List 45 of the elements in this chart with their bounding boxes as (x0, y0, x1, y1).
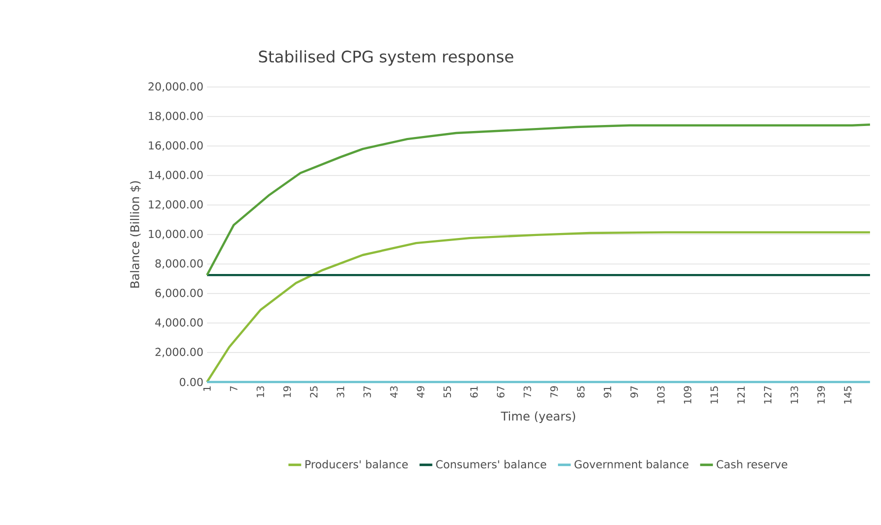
x-tick-label: 43 (390, 386, 398, 398)
x-tick-label: 73 (524, 386, 532, 398)
x-tick-label: 7 (230, 386, 238, 392)
x-tick-label: 25 (310, 386, 318, 398)
chart-title: Stabilised CPG system response (259, 50, 514, 66)
y-tick-label: 20,000.00 (148, 82, 203, 92)
y-tick-label: 12,000.00 (148, 200, 203, 210)
x-tick-label: 91 (604, 386, 612, 398)
x-tick-label: 13 (256, 386, 264, 398)
y-tick-label: 2,000.00 (155, 348, 203, 358)
x-tick-label: 1 (203, 386, 211, 391)
x-tick-label: 139 (817, 386, 825, 404)
y-tick-label: 10,000.00 (148, 230, 203, 240)
x-tick-label: 31 (336, 386, 344, 398)
y-tick-label: 14,000.00 (148, 170, 203, 180)
x-tick-label: 121 (737, 386, 745, 404)
x-tick-label: 85 (577, 386, 585, 398)
y-tick-label: 6,000.00 (155, 288, 203, 298)
y-tick-label: 16,000.00 (148, 141, 203, 151)
y-tick-label: 18,000.00 (148, 112, 203, 122)
x-tick-label: 133 (790, 386, 798, 404)
x-tick-label: 67 (496, 386, 504, 398)
x-tick-label: 103 (657, 386, 665, 404)
legend-label: Government balance (574, 460, 688, 468)
y-axis-title: Balance (Billion $) (130, 181, 141, 288)
x-tick-label: 115 (710, 386, 718, 404)
x-tick-label: 37 (363, 386, 371, 398)
y-tick-label: 8,000.00 (155, 259, 203, 269)
line-series (206, 231, 872, 384)
x-tick-label: 97 (630, 386, 638, 398)
legend-label: Cash reserve (716, 460, 788, 468)
x-tick-label: 79 (550, 386, 558, 398)
x-tick-label: 145 (844, 386, 852, 404)
legend-label: Consumers' balance (436, 460, 546, 468)
legend-label: Producers' balance (305, 460, 408, 468)
y-tick-label: 4,000.00 (155, 318, 203, 328)
x-tick-label: 109 (684, 386, 692, 404)
x-tick-label: 55 (444, 386, 451, 398)
x-tick-label: 61 (470, 386, 478, 398)
x-tick-label: 19 (283, 386, 291, 398)
x-tick-label: 127 (764, 386, 772, 404)
x-axis-title: Time (years) (500, 411, 576, 423)
line-series (206, 124, 872, 276)
x-tick-label: 49 (416, 386, 424, 398)
y-tick-label: 0.00 (180, 378, 203, 386)
